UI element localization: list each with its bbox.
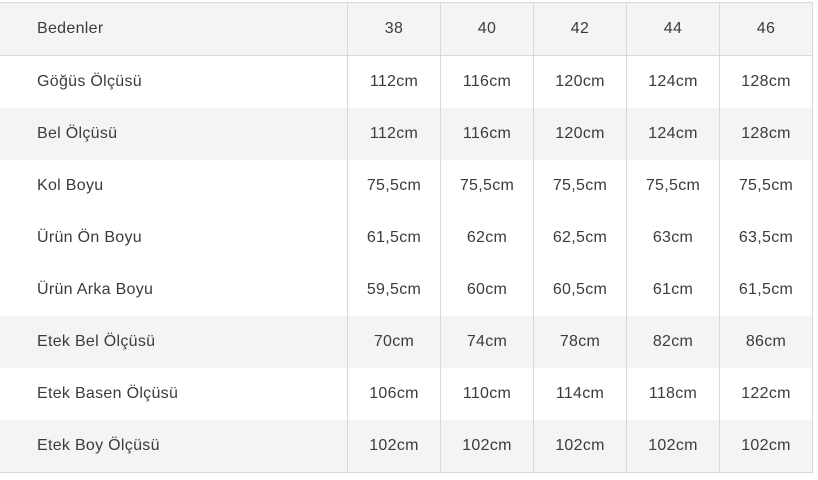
measurement-value-cell: 61,5cm xyxy=(347,212,441,264)
row-label-cell: Etek Bel Ölçüsü xyxy=(37,333,156,350)
measurement-value-cell: 124cm xyxy=(626,108,720,160)
row-label-cell: Ürün Ön Boyu xyxy=(37,229,142,246)
measurement-value-cell: 102cm xyxy=(347,420,441,473)
measurement-value-cell: 120cm xyxy=(533,108,627,160)
measurement-value-cell: 75,5cm xyxy=(626,160,720,212)
measurement-value-cell: 61cm xyxy=(626,264,720,316)
measurement-row: Etek Boy Ölçüsü 102cm 102cm 102cm 102cm 102cm xyxy=(0,420,813,473)
measurement-value-cell: 102cm xyxy=(440,420,534,473)
measurement-value-cell: 110cm xyxy=(440,368,534,420)
measurement-row: Göğüs Ölçüsü 112cm 116cm 120cm 124cm 128cm xyxy=(0,55,813,108)
measurement-value-cell: 112cm xyxy=(347,108,441,160)
size-header-cell: 42 xyxy=(533,2,627,56)
row-label-cell: Bel Ölçüsü xyxy=(37,125,118,142)
measurement-row: Etek Basen Ölçüsü 106cm 110cm 114cm 118cm 122… xyxy=(0,368,813,420)
measurement-value-cell: 102cm xyxy=(719,420,813,473)
measurement-value-cell: 75,5cm xyxy=(719,160,813,212)
size-header-cell: 44 xyxy=(626,2,720,56)
measurement-value-cell: 75,5cm xyxy=(440,160,534,212)
size-header-cell: 46 xyxy=(719,2,813,56)
measurement-value-cell: 120cm xyxy=(533,55,627,108)
measurement-value-cell: 114cm xyxy=(533,368,627,420)
measurement-row: Kol Boyu 75,5cm 75,5cm 75,5cm 75,5cm 75,5cm xyxy=(0,160,813,212)
header-label-cell: Bedenler xyxy=(37,20,104,37)
measurement-value-cell: 124cm xyxy=(626,55,720,108)
measurement-value-cell: 102cm xyxy=(533,420,627,473)
measurement-value-cell: 128cm xyxy=(719,55,813,108)
row-label-cell: Etek Basen Ölçüsü xyxy=(37,385,179,402)
measurement-value-cell: 118cm xyxy=(626,368,720,420)
size-chart-header-row: Bedenler 38 40 42 44 46 xyxy=(0,2,813,56)
size-header-cell: 38 xyxy=(347,2,441,56)
row-label-cell: Etek Boy Ölçüsü xyxy=(37,437,160,454)
measurement-value-cell: 74cm xyxy=(440,316,534,368)
measurement-value-cell: 62,5cm xyxy=(533,212,627,264)
measurement-row: Etek Bel Ölçüsü 70cm 74cm 78cm 82cm 86cm xyxy=(0,316,813,368)
size-header-cell: 40 xyxy=(440,2,534,56)
measurement-value-cell: 63,5cm xyxy=(719,212,813,264)
measurement-value-cell: 61,5cm xyxy=(719,264,813,316)
row-label-cell: Göğüs Ölçüsü xyxy=(37,73,142,90)
measurement-value-cell: 70cm xyxy=(347,316,441,368)
measurement-value-cell: 82cm xyxy=(626,316,720,368)
measurement-row: Ürün Arka Boyu 59,5cm 60cm 60,5cm 61cm 61,5cm xyxy=(0,264,813,316)
measurement-value-cell: 106cm xyxy=(347,368,441,420)
row-label-cell: Kol Boyu xyxy=(37,177,104,194)
measurement-value-cell: 78cm xyxy=(533,316,627,368)
measurement-value-cell: 128cm xyxy=(719,108,813,160)
measurement-value-cell: 63cm xyxy=(626,212,720,264)
measurement-value-cell: 86cm xyxy=(719,316,813,368)
measurement-row: Bel Ölçüsü 112cm 116cm 120cm 124cm 128cm xyxy=(0,108,813,160)
measurement-value-cell: 75,5cm xyxy=(533,160,627,212)
measurement-value-cell: 102cm xyxy=(626,420,720,473)
size-chart-table: Bedenler 38 40 42 44 46 Göğüs Ölçüsü 112cm 116… xyxy=(0,2,813,473)
measurement-value-cell: 122cm xyxy=(719,368,813,420)
measurement-value-cell: 62cm xyxy=(440,212,534,264)
measurement-value-cell: 60,5cm xyxy=(533,264,627,316)
measurement-value-cell: 116cm xyxy=(440,55,534,108)
measurement-row: Ürün Ön Boyu 61,5cm 62cm 62,5cm 63cm 63,5cm xyxy=(0,212,813,264)
measurement-value-cell: 60cm xyxy=(440,264,534,316)
measurement-value-cell: 59,5cm xyxy=(347,264,441,316)
measurement-value-cell: 116cm xyxy=(440,108,534,160)
measurement-value-cell: 75,5cm xyxy=(347,160,441,212)
row-label-cell: Ürün Arka Boyu xyxy=(37,281,154,298)
measurement-value-cell: 112cm xyxy=(347,55,441,108)
